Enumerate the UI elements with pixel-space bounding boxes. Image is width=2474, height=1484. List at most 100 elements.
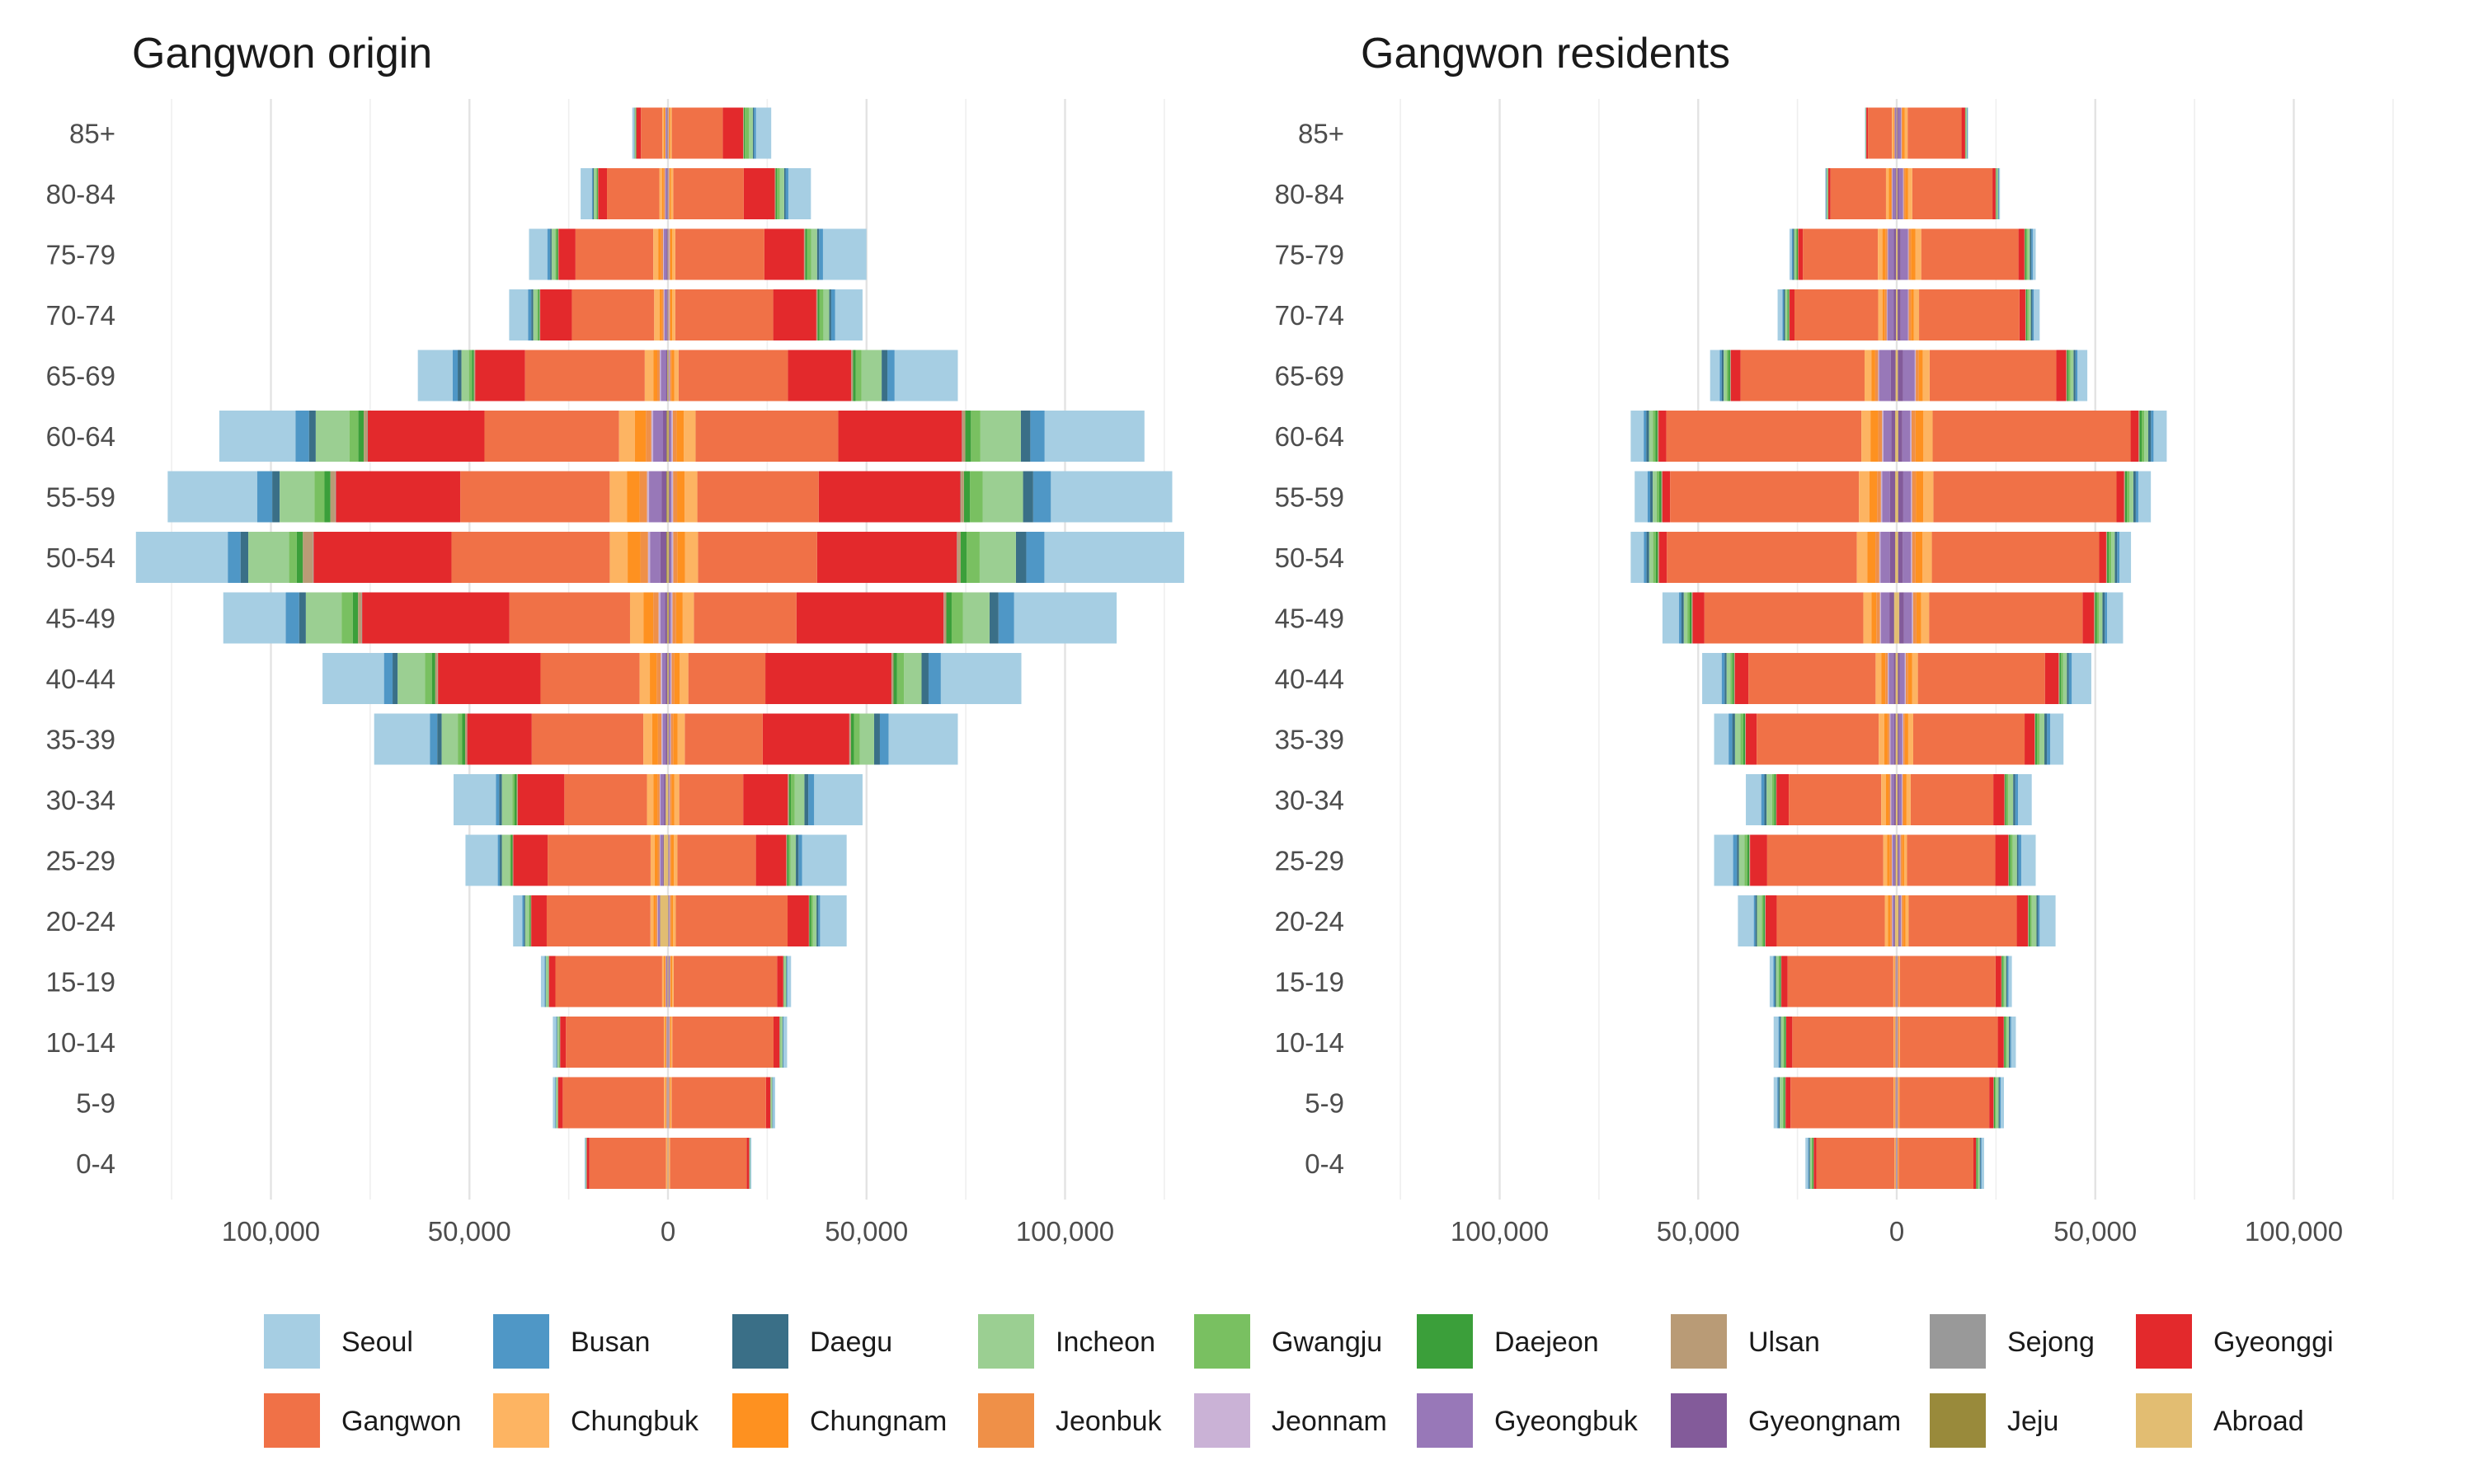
bar-segment-gyeongbuk	[668, 1077, 670, 1129]
bar-segment-gwangju	[854, 713, 860, 765]
legend-swatch	[1671, 1393, 1727, 1448]
bar-segment-busan	[1026, 532, 1045, 583]
bar-segment-jeonbuk	[657, 834, 660, 886]
bar-segment-gyeonggi	[1658, 532, 1667, 583]
bar-segment-chungbuk	[1915, 228, 1921, 280]
bar-segment-chungbuk	[1894, 1138, 1895, 1189]
bar-segment-gyeongbuk	[1895, 1077, 1897, 1129]
bar-segment-gwangju	[2109, 532, 2112, 583]
bar-segment-ulsan	[743, 107, 744, 159]
bar-segment-gyeonggi	[467, 713, 532, 765]
bar-segment-busan	[887, 350, 895, 402]
bar-segment-busan	[1679, 592, 1681, 644]
bar-segment-jeonbuk	[1908, 228, 1912, 280]
x-tick-label: 100,000	[2245, 1216, 2343, 1247]
bar-segment-gangwon	[1830, 168, 1886, 219]
bar-segment-jeonbuk	[653, 592, 659, 644]
bar-segment-seoul	[802, 834, 847, 886]
bar-segment-chungbuk	[672, 228, 675, 280]
bar-segment-gangwon	[566, 1017, 664, 1068]
legend-label: Gangwon	[341, 1406, 462, 1437]
bar-segment-chungnam	[1911, 289, 1914, 340]
bar-segment-gyeonggi	[1785, 1017, 1793, 1068]
bar-segment-gyeongnam	[1898, 713, 1899, 765]
bar-segment-abroad	[667, 471, 668, 523]
bar-segment-gwangju	[855, 350, 862, 402]
bar-segment-incheon	[2012, 834, 2017, 886]
bar-segment-chungnam	[1918, 350, 1923, 402]
bar-segment-daegu	[2148, 411, 2152, 462]
bar-segment-daejeon	[805, 228, 807, 280]
bar-segment-chungbuk	[682, 592, 694, 644]
bar-segment-gyeonggi	[1662, 471, 1671, 523]
bar-segment-gangwon	[451, 532, 610, 583]
bar-segment-incheon	[1653, 471, 1657, 523]
bar-segment-chungnam	[663, 956, 666, 1007]
bar-segment-gyeongbuk	[670, 471, 672, 523]
bar-segment-seoul	[417, 350, 454, 402]
bar-segment-daegu	[499, 774, 502, 825]
bar-segment-daejeon	[1784, 1077, 1785, 1129]
bar-segment-daegu	[1784, 289, 1785, 340]
bar-segment-gyeonggi	[1750, 834, 1767, 886]
bar-segment-gangwon	[1908, 895, 2017, 946]
bar-segment-seoul	[553, 1077, 556, 1129]
bar-segment-gyeongbuk	[670, 592, 671, 644]
bar-segment-jeonbuk	[673, 471, 678, 523]
bar-segment-seoul	[2077, 350, 2088, 402]
bar-segment-chungnam	[670, 956, 673, 1007]
bar-segment-chungbuk	[643, 713, 652, 765]
bar-segment-abroad	[1897, 774, 1898, 825]
bar-segment-gwangju	[512, 774, 515, 825]
bar-segment-incheon	[811, 228, 817, 280]
legend-swatch	[493, 1314, 549, 1369]
bar-segment-chungbuk	[670, 1077, 672, 1129]
bar-segment-gangwon	[589, 1138, 666, 1189]
bar-segment-gwangju	[1653, 411, 1656, 462]
bar-segment-gyeongnam	[666, 350, 668, 402]
bar-segment-busan	[1777, 1077, 1779, 1129]
legend-item-abroad: Abroad	[2136, 1393, 2304, 1448]
bar-segment-jeonnam	[661, 713, 663, 765]
bar-segment-daejeon	[960, 532, 967, 583]
y-tick-label: 70-74	[46, 300, 115, 331]
bar-segment-daejeon	[2034, 713, 2037, 765]
y-tick-label: 80-84	[1275, 179, 1344, 209]
legend-swatch	[493, 1393, 549, 1448]
bar-segment-chungbuk	[647, 774, 654, 825]
bar-segment-chungbuk	[1885, 168, 1889, 219]
bar-segment-seoul	[1805, 1138, 1808, 1189]
bar-segment-chungnam	[658, 228, 661, 280]
bar-segment-ulsan	[358, 592, 362, 644]
bar-segment-chungbuk	[1892, 107, 1893, 159]
legend-swatch	[1930, 1314, 1986, 1369]
bar-segment-gyeongnam	[1894, 774, 1896, 825]
bar-segment-incheon	[1776, 956, 1779, 1007]
bar-segment-chungnam	[650, 653, 657, 704]
bar-segment-gyeongbuk	[1899, 653, 1905, 704]
bar-segment-ulsan	[943, 592, 947, 644]
bar-segment-chungbuk	[629, 592, 644, 644]
bar-segment-gangwon	[546, 895, 651, 946]
bar-segment-jeonnam	[1914, 350, 1917, 402]
y-tick-label: 65-69	[46, 361, 115, 392]
bar-segment-incheon	[305, 592, 342, 644]
legend-item-daejeon: Daejeon	[1417, 1314, 1599, 1369]
bar-segment-gyeongbuk	[660, 834, 663, 886]
bar-segment-daejeon	[1743, 713, 1746, 765]
bar-segment-gyeongnam	[668, 653, 670, 704]
bar-segment-abroad	[1897, 350, 1898, 402]
bar-segment-gyeonggi	[1785, 1077, 1791, 1129]
bar-segment-gangwon	[670, 1138, 747, 1189]
bar-segment-daejeon	[431, 653, 435, 704]
bar-segment-daejeon	[1763, 895, 1766, 946]
bar-segment-chungbuk	[662, 107, 664, 159]
bar-segment-daegu	[882, 350, 888, 402]
bar-segment-daegu	[272, 471, 280, 523]
legend-label: Gwangju	[1272, 1327, 1382, 1358]
bar-segment-seoul	[1044, 411, 1145, 462]
bar-segment-gyeongbuk	[668, 774, 670, 825]
bar-segment-gyeonggi	[438, 653, 541, 704]
bar-segment-incheon	[545, 956, 548, 1007]
